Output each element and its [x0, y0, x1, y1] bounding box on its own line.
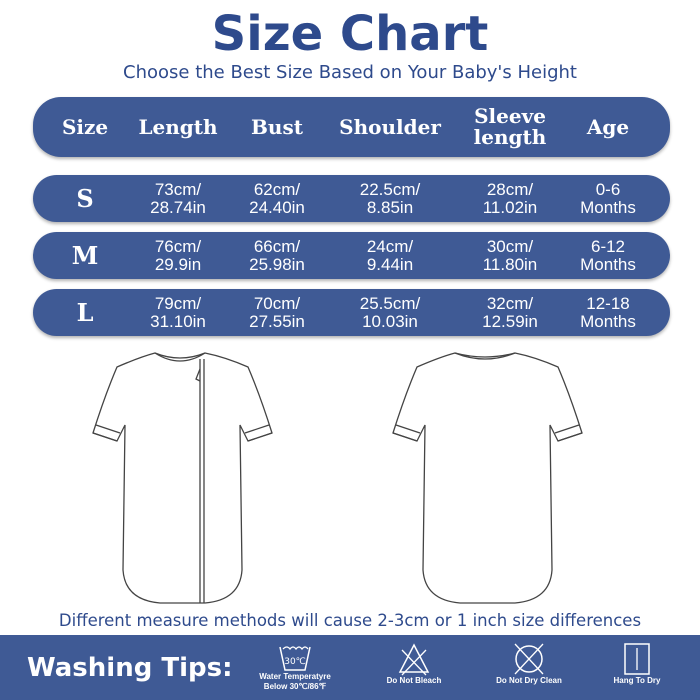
bust-line-1: 62cm/ [253, 179, 301, 199]
care-wash-30: 30℃ Water Temperatyre Below 30℃/86℉ [240, 635, 350, 700]
header-shoulder: Shoulder [339, 114, 441, 139]
care-wash-label-1: Water Temperatyre [259, 672, 331, 681]
length-cell: 73cm/28.74in [150, 175, 206, 222]
sleeve-line-1: 32cm/ [486, 293, 534, 313]
measurement-note: Different measure methods will cause 2-3… [58, 611, 642, 630]
bust-cell: 66cm/25.98in [249, 232, 305, 279]
length-cell: 76cm/29.9in [155, 232, 201, 279]
care-wash-label-2: Below 30℃/86℉ [263, 681, 327, 691]
bust-cell: 70cm/27.55in [249, 289, 305, 336]
shoulder-cell: 25.5cm/10.03in [360, 289, 420, 336]
shoulder-line-2: 9.44in [366, 254, 414, 274]
shoulder-cell: 22.5cm/8.85in [360, 175, 420, 222]
age-line-2: Months [580, 197, 636, 217]
bust-line-2: 27.55in [249, 311, 305, 331]
washing-tips-label: Washing Tips: [27, 653, 233, 683]
no-dry-clean-icon [514, 643, 544, 675]
length-line-2: 29.9in [154, 254, 202, 274]
sleeve-line-2: 11.02in [482, 197, 538, 217]
shoulder-line-1: 25.5cm/ [359, 293, 421, 313]
length-line-2: 31.10in [150, 311, 206, 331]
sleeve-cell: 32cm/12.59in [482, 289, 538, 336]
table-header: Size Length Bust Shoulder Sleeve length … [33, 97, 670, 157]
age-line-2: Months [580, 311, 636, 331]
front-garment [92, 352, 273, 604]
shoulder-line-2: 10.03in [362, 311, 418, 331]
care-no-bleach-label: Do Not Bleach [386, 676, 442, 685]
care-hang-dry-label: Hang To Dry [613, 676, 661, 685]
page-subtitle: Choose the Best Size Based on Your Baby'… [123, 62, 577, 83]
age-line-1: 0-6 [595, 179, 621, 199]
size-cell: M [71, 240, 99, 270]
header-sleeve-length: Sleeve length [473, 104, 547, 149]
age-line-1: 12-18 [586, 293, 630, 313]
bust-cell: 62cm/24.40in [249, 175, 305, 222]
length-line-1: 79cm/ [154, 293, 202, 313]
no-bleach-icon [398, 643, 430, 676]
length-cell: 79cm/31.10in [150, 289, 206, 336]
sleeve-line-1: 28cm/ [486, 179, 534, 199]
age-cell: 12-18 Months [580, 289, 636, 336]
sleeve-cell: 30cm/11.80in [483, 232, 538, 279]
garment-illustrations [92, 352, 583, 604]
age-cell: 6-12 Months [580, 232, 636, 279]
table-row: L 79cm/31.10in 70cm/27.55in 25.5cm/10.03in 3… [33, 289, 670, 336]
length-line-1: 73cm/ [154, 179, 202, 199]
size-cell: L [76, 297, 94, 327]
bust-line-2: 24.40in [249, 197, 305, 217]
age-cell: 0-6 Months [580, 175, 636, 222]
care-no-dry-clean-label: Do Not Dry Clean [496, 676, 562, 685]
back-garment [392, 352, 583, 604]
shoulder-line-1: 22.5cm/ [359, 179, 421, 199]
age-line-1: 6-12 [590, 236, 626, 256]
sleeve-line-2: 11.80in [482, 254, 538, 274]
header-age: Age [586, 114, 630, 139]
care-no-dry-clean: Do Not Dry Clean [479, 635, 579, 700]
header-length: Length [138, 114, 218, 139]
bust-line-2: 25.98in [249, 254, 305, 274]
length-line-2: 28.74in [150, 197, 206, 217]
shoulder-cell: 24cm/9.44in [367, 232, 413, 279]
size-cell: S [76, 183, 94, 213]
shoulder-line-2: 8.85in [366, 197, 414, 217]
table-row: S 73cm/28.74in 62cm/24.40in 22.5cm/8.85in 28… [33, 175, 670, 222]
length-line-1: 76cm/ [154, 236, 202, 256]
bust-line-1: 70cm/ [253, 293, 301, 313]
bust-line-1: 66cm/ [253, 236, 301, 256]
shoulder-line-1: 24cm/ [366, 236, 414, 256]
washing-tips-band: Washing Tips: 30℃ Water Temperatyre Belo… [0, 635, 700, 700]
svg-text:30℃: 30℃ [284, 657, 306, 667]
page-title: Size Chart [211, 6, 489, 62]
care-no-bleach: Do Not Bleach [369, 635, 459, 700]
wash-30-icon: 30℃ [279, 646, 311, 671]
hang-dry-icon [624, 643, 650, 675]
sleeve-line-1: 30cm/ [486, 236, 534, 256]
table-row: M 76cm/29.9in 66cm/25.98in 24cm/9.44in 30cm/… [33, 232, 670, 279]
sleeve-line-2: 12.59in [482, 311, 538, 331]
care-hang-dry: Hang To Dry [597, 635, 677, 700]
header-size: Size [61, 114, 109, 139]
header-bust: Bust [251, 114, 303, 139]
age-line-2: Months [580, 254, 636, 274]
sleeve-cell: 28cm/11.02in [483, 175, 538, 222]
